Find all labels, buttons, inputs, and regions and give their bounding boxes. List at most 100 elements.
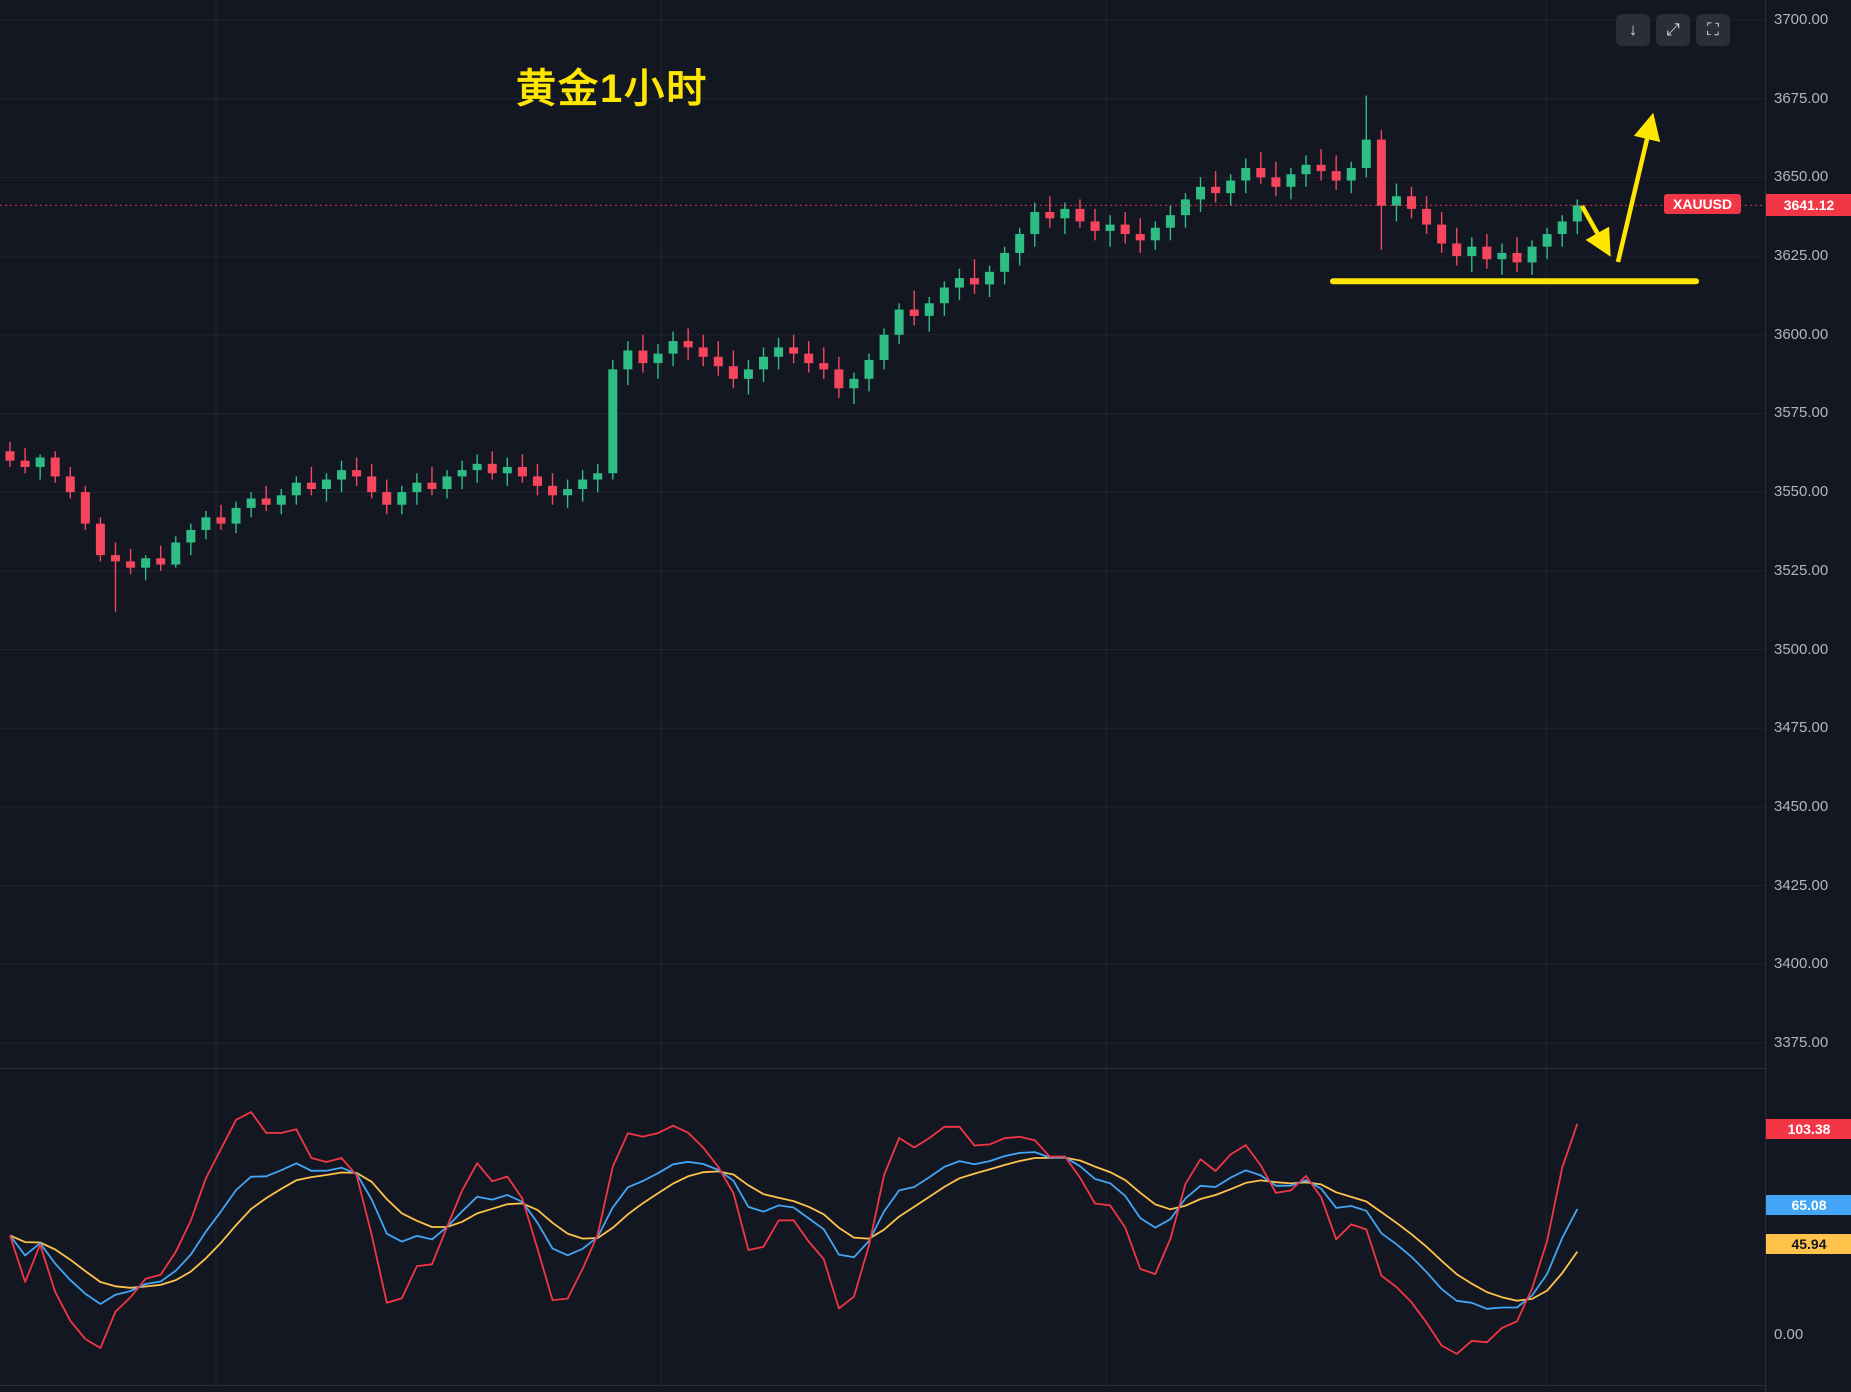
candle [969, 278, 979, 285]
candle [126, 561, 136, 568]
candle [472, 463, 482, 471]
candle [954, 278, 964, 288]
candle [985, 271, 995, 285]
candle [939, 287, 949, 304]
candle [216, 517, 226, 524]
candle [638, 350, 648, 364]
oscillator-j-line [9, 1111, 1579, 1355]
candle [171, 542, 181, 565]
price-axis[interactable]: 3641.12 3700.00 3675.00 3650.00 3625.00 3600… [1765, 0, 1851, 1392]
candle [759, 356, 768, 370]
candle [427, 482, 437, 490]
price-axis-label: 3450.00 [1774, 797, 1829, 815]
candle [1527, 246, 1537, 263]
pane-divider[interactable] [0, 1068, 1851, 1069]
collapse-pane-button[interactable]: ⤢ [1656, 14, 1690, 46]
candle [1030, 212, 1040, 235]
candle [1346, 167, 1356, 181]
candle [1361, 139, 1371, 168]
candle [1105, 224, 1115, 231]
candle [578, 479, 588, 490]
oscillator-chart[interactable] [0, 1068, 1765, 1385]
candle [804, 353, 814, 364]
maximize-pane-button[interactable]: ⛶ [1696, 14, 1730, 46]
candle [1557, 221, 1567, 235]
candle [834, 369, 844, 389]
oscillator-value-tag: 65.08 [1766, 1195, 1851, 1216]
candle [1572, 205, 1582, 222]
candle [1391, 196, 1401, 206]
price-axis-label: 3500.00 [1774, 640, 1829, 658]
candle [819, 363, 829, 370]
price-axis-label: 3525.00 [1774, 561, 1829, 579]
candle [442, 476, 452, 490]
candle [201, 517, 211, 530]
candle [1301, 164, 1311, 175]
candle [1196, 186, 1206, 200]
candle [95, 523, 105, 556]
candle [80, 492, 90, 524]
candle [909, 309, 919, 316]
scroll-to-recent-button[interactable]: ↓ [1616, 14, 1650, 46]
candle [1045, 212, 1055, 219]
candle [246, 498, 256, 508]
candle [1271, 177, 1281, 187]
candle [1211, 186, 1221, 194]
candle [487, 463, 497, 474]
candle [548, 485, 558, 496]
candle [412, 482, 422, 493]
candle [1286, 174, 1296, 187]
candle [593, 473, 603, 480]
price-axis-label: 3425.00 [1774, 876, 1829, 894]
candle [352, 470, 362, 477]
candle [683, 341, 693, 348]
candle [1542, 234, 1552, 247]
candle [1060, 208, 1070, 219]
candle [156, 558, 166, 565]
candle [789, 347, 799, 354]
candle [1015, 234, 1025, 253]
candle [20, 460, 30, 467]
candlestick-chart[interactable] [0, 0, 1765, 1068]
candle [321, 479, 331, 490]
candle [668, 341, 678, 354]
candle [397, 492, 407, 505]
candle [608, 369, 618, 474]
candle [1165, 215, 1175, 228]
candle [1000, 252, 1010, 272]
arrow-down-drawing [1580, 204, 1611, 257]
arrow-up-drawing [1615, 112, 1661, 263]
symbol-price-line-label[interactable]: XAUUSD [1664, 194, 1742, 215]
candle [186, 529, 196, 543]
candle [563, 489, 573, 496]
candle [698, 347, 708, 357]
candle [1452, 243, 1462, 257]
price-axis-label: 3650.00 [1774, 168, 1829, 186]
candle [35, 457, 45, 467]
candle [306, 482, 316, 490]
candle [1180, 199, 1190, 216]
candle [110, 555, 120, 562]
candle [1075, 208, 1085, 222]
candle [1256, 167, 1266, 178]
candle [864, 359, 874, 379]
pane-toolbar: ↓ ⤢ ⛶ [1616, 14, 1730, 46]
price-axis-label: 3625.00 [1774, 247, 1829, 265]
price-axis-label: 3475.00 [1774, 719, 1829, 737]
candle [5, 451, 15, 461]
candle [1376, 139, 1386, 206]
candle [1437, 224, 1447, 244]
price-axis-label: 3400.00 [1774, 955, 1829, 973]
candle [1482, 246, 1492, 260]
chart-title-annotation[interactable]: 黄金1小时 [516, 67, 709, 111]
oscillator-value-tag: 103.38 [1766, 1119, 1851, 1140]
candle [50, 457, 60, 477]
candle [1120, 224, 1130, 235]
candle [623, 350, 633, 370]
candle [728, 366, 738, 379]
price-axis-label: 3575.00 [1774, 404, 1829, 422]
candle [774, 347, 784, 357]
price-axis-label: 3600.00 [1774, 325, 1829, 343]
candle [1090, 221, 1100, 231]
